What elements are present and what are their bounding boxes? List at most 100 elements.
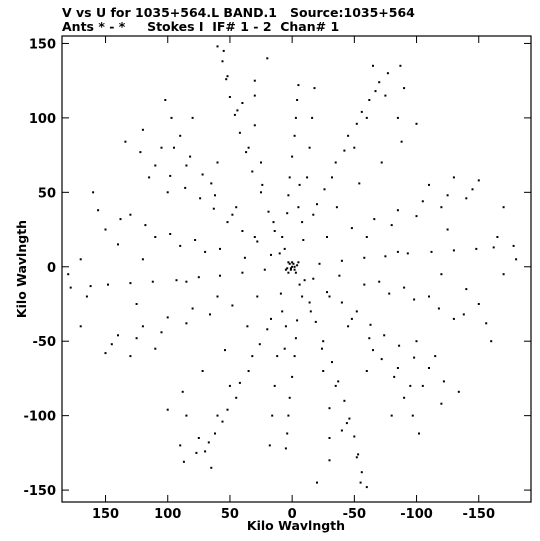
uv-point xyxy=(390,224,393,227)
y-tick-label: -50 xyxy=(33,335,57,350)
uv-point xyxy=(154,164,157,167)
uv-point xyxy=(328,295,331,298)
uv-point xyxy=(191,307,194,310)
uv-point xyxy=(276,355,279,358)
uv-point xyxy=(185,414,188,417)
uv-point xyxy=(496,236,499,238)
uv-point xyxy=(393,375,396,378)
uv-point xyxy=(268,444,271,447)
uv-point xyxy=(175,279,178,282)
uv-point xyxy=(303,279,306,282)
uv-point xyxy=(316,481,318,484)
uv-point xyxy=(166,191,169,194)
uv-point xyxy=(386,72,389,75)
uv-point xyxy=(380,161,383,164)
uv-point xyxy=(270,253,272,256)
uv-point xyxy=(298,183,301,186)
uv-point xyxy=(279,292,282,295)
uv-point xyxy=(477,179,480,182)
axis-ticks: 150 100 50 0 -50 -100 -150 150 100 50 0 -50 -100 -150 xyxy=(23,36,531,522)
uv-point xyxy=(207,441,210,444)
uv-point xyxy=(181,390,184,393)
uv-point xyxy=(189,155,192,158)
uv-point xyxy=(251,170,254,173)
uv-point xyxy=(306,176,309,179)
uv-point xyxy=(284,447,287,450)
uv-point xyxy=(281,236,284,238)
uv-point xyxy=(415,122,418,125)
uv-point xyxy=(287,271,290,274)
uv-point xyxy=(378,280,381,283)
uv-point xyxy=(258,343,261,346)
uv-point xyxy=(347,325,350,328)
uv-point xyxy=(452,176,455,179)
uv-point xyxy=(235,206,238,209)
uv-point xyxy=(194,239,197,241)
uv-point xyxy=(374,90,377,93)
uv-point xyxy=(390,414,393,417)
uv-point xyxy=(413,298,416,301)
uv-point xyxy=(129,355,132,358)
uv-point xyxy=(224,349,226,352)
uv-point xyxy=(296,99,299,101)
uv-point xyxy=(365,486,368,489)
uv-point xyxy=(471,188,474,191)
uv-point xyxy=(345,422,348,425)
uv-point xyxy=(272,221,275,224)
uv-point xyxy=(353,146,356,149)
uv-point xyxy=(135,337,138,340)
uv-point xyxy=(457,390,460,393)
uv-point xyxy=(347,134,350,137)
uv-point xyxy=(403,396,406,399)
uv-point xyxy=(421,384,424,387)
uv-point xyxy=(173,146,175,149)
uv-point xyxy=(326,291,328,294)
uv-point xyxy=(415,340,418,343)
y-tick-label: -150 xyxy=(23,484,56,499)
uv-point xyxy=(216,161,219,164)
uv-point xyxy=(233,113,236,116)
uv-point xyxy=(298,283,301,286)
uv-point xyxy=(221,420,224,423)
uv-point xyxy=(238,381,241,384)
uv-point xyxy=(334,161,337,164)
uv-point xyxy=(462,313,465,316)
uv-point xyxy=(287,194,290,197)
uv-point xyxy=(141,258,144,261)
uv-point xyxy=(428,367,430,369)
uv-point xyxy=(225,78,228,81)
uv-point xyxy=(288,176,291,179)
uv-point xyxy=(343,399,346,402)
uv-point xyxy=(169,233,172,235)
uv-point xyxy=(477,303,480,305)
uv-point xyxy=(293,268,296,271)
uv-point xyxy=(219,274,221,277)
uv-point xyxy=(228,96,231,98)
uv-point xyxy=(485,322,488,325)
y-tick-label: -100 xyxy=(23,410,56,425)
uv-point xyxy=(384,94,387,97)
uv-point xyxy=(291,261,294,264)
y-tick-label: 0 xyxy=(47,261,56,276)
uv-point xyxy=(369,323,372,326)
uv-point xyxy=(291,375,294,378)
uv-point xyxy=(348,417,351,420)
uv-point xyxy=(446,194,449,197)
uv-point xyxy=(287,414,290,417)
uv-point xyxy=(328,437,331,439)
uv-point xyxy=(160,331,163,334)
uv-point xyxy=(85,295,88,298)
uv-point xyxy=(288,396,291,399)
uv-point xyxy=(337,380,340,383)
uv-point xyxy=(396,250,399,253)
uv-point xyxy=(365,236,368,238)
uv-point xyxy=(260,161,262,164)
uv-point xyxy=(398,344,401,347)
uv-point xyxy=(139,151,142,154)
uv-point xyxy=(79,258,82,261)
uv-point xyxy=(292,262,295,265)
y-axis-label: Kilo Wavlngth xyxy=(14,220,29,318)
uv-point xyxy=(396,209,399,212)
uv-point xyxy=(238,131,241,134)
